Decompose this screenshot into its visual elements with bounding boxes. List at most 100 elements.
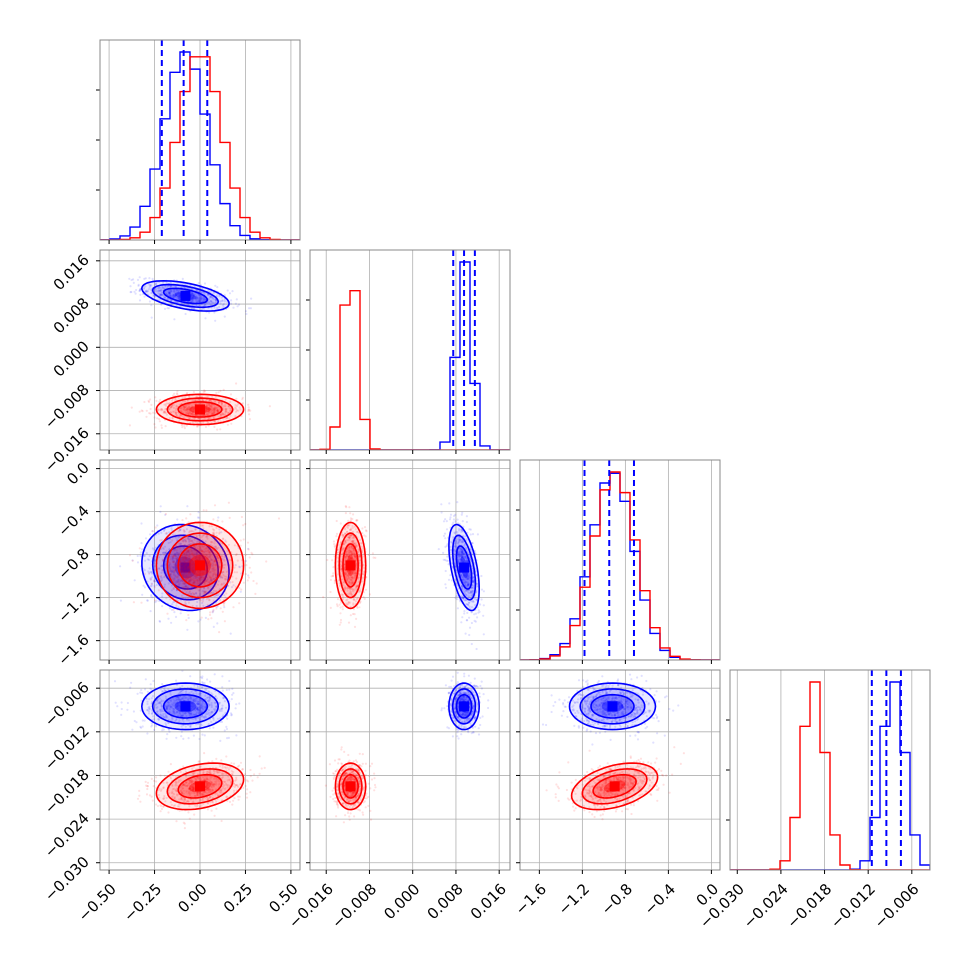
- scatter-point: [168, 401, 171, 405]
- scatter-point: [211, 610, 214, 613]
- scatter-point: [157, 292, 160, 295]
- scatter-point: [215, 605, 218, 608]
- scatter-point: [230, 408, 233, 411]
- scatter-point: [226, 717, 229, 720]
- scatter-point: [212, 726, 215, 729]
- scatter-point: [159, 289, 162, 292]
- scatter-point: [170, 570, 173, 573]
- scatter-point: [219, 607, 222, 610]
- scatter-point: [219, 408, 222, 411]
- scatter-point: [195, 553, 198, 556]
- scatter-point: [191, 299, 194, 302]
- peak-marker: [195, 560, 205, 571]
- scatter-point: [221, 689, 224, 692]
- scatter-point: [183, 553, 186, 556]
- scatter-point: [209, 300, 212, 303]
- scatter-point: [158, 290, 161, 293]
- scatter-point: [175, 304, 178, 307]
- scatter-point: [155, 282, 158, 285]
- scatter-point: [199, 618, 202, 621]
- scatter-point: [215, 607, 218, 610]
- scatter-point: [190, 299, 194, 302]
- scatter-point: [174, 553, 177, 556]
- scatter-point: [166, 307, 169, 310]
- scatter-point: [165, 411, 168, 414]
- scatter-point: [223, 315, 226, 318]
- scatter-point: [176, 393, 179, 396]
- scatter-point: [169, 569, 172, 572]
- scatter-point: [173, 410, 176, 413]
- scatter-point: [205, 406, 208, 409]
- scatter-point: [178, 296, 181, 300]
- scatter-point: [219, 414, 222, 417]
- scatter-point: [210, 413, 213, 416]
- scatter-point: [119, 599, 122, 602]
- scatter-point: [444, 545, 447, 548]
- scatter-point: [192, 734, 195, 737]
- scatter-point: [120, 707, 123, 711]
- scatter-point: [249, 307, 252, 310]
- scatter-point: [142, 584, 145, 587]
- scatter-point: [162, 551, 165, 554]
- scatter-point: [364, 535, 367, 538]
- scatter-point: [211, 301, 214, 304]
- scatter-point: [200, 297, 203, 300]
- scatter-point: [197, 620, 200, 623]
- scatter-point: [183, 406, 186, 409]
- contour-line: [155, 393, 245, 426]
- scatter-point: [149, 398, 152, 401]
- scatter-point: [221, 610, 224, 613]
- scatter-point: [217, 594, 220, 597]
- scatter-point: [171, 571, 174, 574]
- scatter-point: [160, 303, 163, 306]
- scatter-point: [175, 555, 178, 558]
- scatter-point: [209, 303, 212, 306]
- scatter-point: [211, 395, 214, 399]
- scatter-point: [446, 559, 449, 562]
- scatter-point: [197, 290, 200, 293]
- scatter-point: [204, 406, 207, 409]
- scatter-point: [219, 739, 222, 742]
- scatter-point: [175, 411, 178, 414]
- scatter-point: [196, 425, 199, 428]
- scatter-point: [228, 417, 231, 420]
- scatter-point: [191, 304, 194, 307]
- scatter-point: [183, 582, 186, 585]
- scatter-point: [224, 407, 227, 410]
- scatter-point: [187, 549, 190, 553]
- scatter-point: [175, 536, 178, 539]
- contour-line: [140, 279, 230, 312]
- scatter-point: [149, 407, 152, 411]
- y-tick-label: −0.008: [41, 381, 93, 433]
- scatter-point: [265, 560, 268, 563]
- scatter-point: [198, 394, 201, 397]
- scatter-point: [188, 410, 191, 413]
- scatter-point: [158, 420, 161, 423]
- gridlines: [325, 250, 500, 450]
- scatter-point: [157, 408, 160, 411]
- scatter-point: [452, 521, 455, 524]
- scatter-point: [235, 404, 238, 408]
- scatter-point: [160, 293, 163, 296]
- scatter-point: [205, 509, 208, 512]
- scatter-point: [242, 581, 245, 584]
- scatter-point: [209, 408, 213, 411]
- scatter-point: [171, 416, 174, 419]
- scatter-point: [160, 426, 163, 429]
- scatter-point: [235, 734, 238, 737]
- scatter-point: [182, 405, 185, 408]
- scatter-point: [194, 402, 197, 405]
- peak-marker: [180, 290, 191, 301]
- scatter-point: [226, 289, 229, 292]
- scatter-point: [213, 408, 216, 411]
- scatter-point: [161, 287, 164, 290]
- scatter-point: [197, 281, 200, 285]
- scatter-point: [160, 531, 163, 534]
- scatter-point: [197, 296, 200, 299]
- scatter-point: [190, 411, 193, 414]
- scatter-point: [149, 284, 152, 288]
- scatter-point: [139, 554, 142, 557]
- scatter-point: [179, 580, 182, 583]
- scatter-point: [171, 296, 174, 299]
- scatter-point: [215, 299, 218, 302]
